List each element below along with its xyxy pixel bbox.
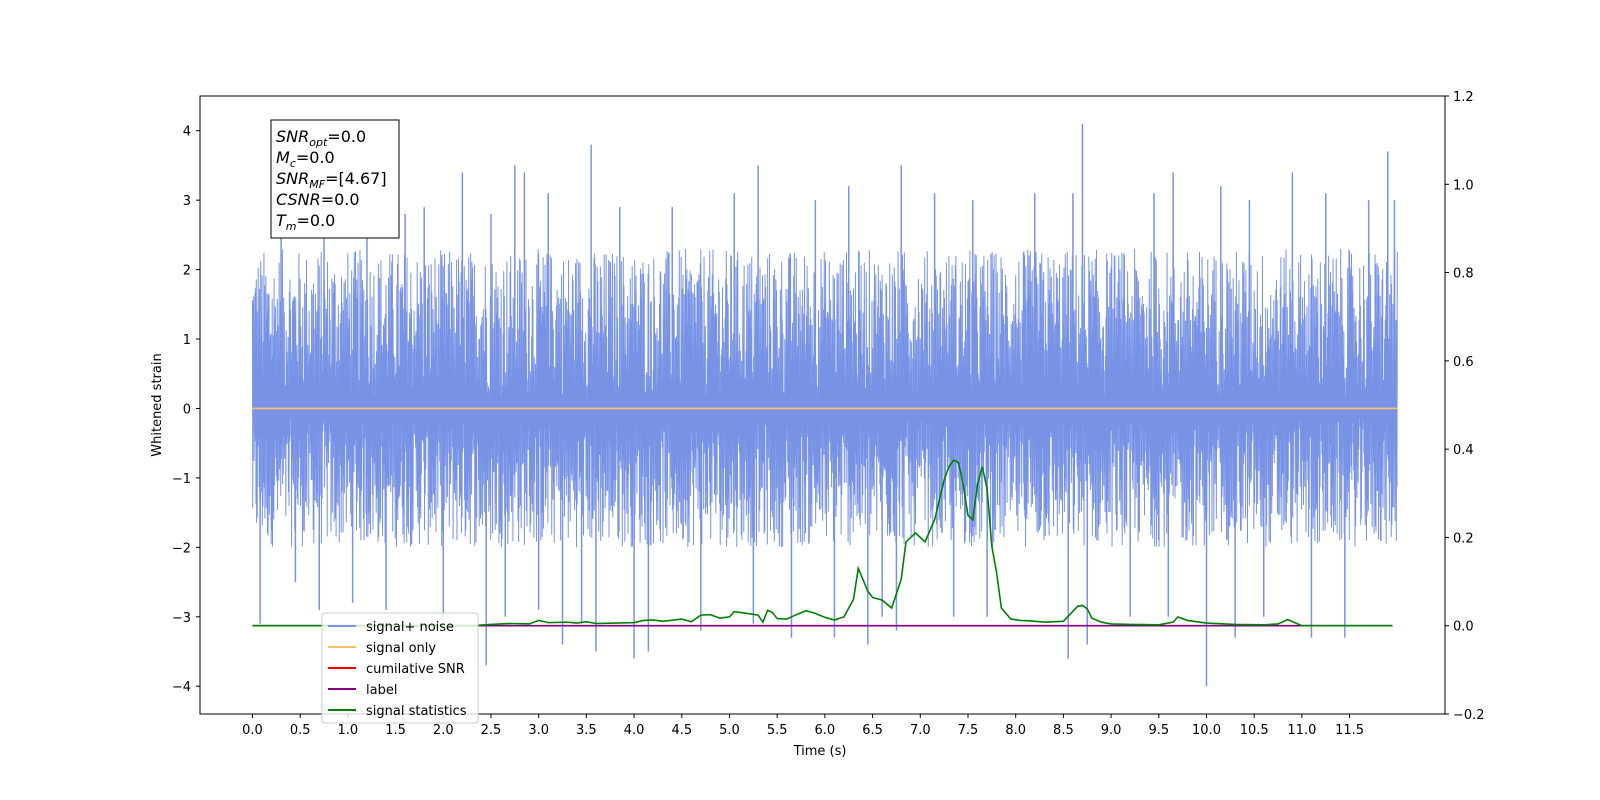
info-line: Tm=0.0 xyxy=(276,211,335,233)
series-signal-statistics xyxy=(252,459,1393,627)
info-line: SNRopt=0.0 xyxy=(276,127,366,149)
y-tick-label: 1 xyxy=(183,333,191,348)
x-tick-label: 1.5 xyxy=(385,723,406,738)
x-tick-label: 8.5 xyxy=(1053,723,1074,738)
y2-tick-label: 0.2 xyxy=(1453,531,1474,546)
legend-label: signal statistics xyxy=(366,704,467,719)
x-tick-label: 3.0 xyxy=(528,723,549,738)
y-tick-label: 2 xyxy=(183,264,191,279)
x-tick-label: 11.5 xyxy=(1335,723,1364,738)
legend-label: cumilative SNR xyxy=(366,662,465,677)
x-tick-label: 2.5 xyxy=(481,723,502,738)
legend-label: signal only xyxy=(366,641,436,656)
y2-tick-label: 1.0 xyxy=(1453,178,1474,193)
y-tick-label: 3 xyxy=(183,194,191,209)
y2-tick-label: −0.2 xyxy=(1453,708,1485,723)
info-line: SNRMF=[4.67] xyxy=(276,169,387,191)
y-tick-label: −4 xyxy=(172,680,191,695)
y2-tick-label: 0.4 xyxy=(1453,443,1474,458)
x-tick-label: 7.0 xyxy=(910,723,931,738)
y2-tick-label: 0.6 xyxy=(1453,355,1474,370)
x-axis: 0.0 0.5 1.0 1.5 2.0 2.5 3.0 3.5 4.0 4.5 5.0 5.5 6.0 6… xyxy=(242,714,1364,738)
x-tick-label: 0.0 xyxy=(242,723,263,738)
y2-tick-label: 1.2 xyxy=(1453,90,1474,105)
legend-label: signal+ noise xyxy=(366,620,454,635)
x-tick-label: 2.0 xyxy=(433,723,454,738)
x-tick-label: 0.5 xyxy=(290,723,311,738)
y-tick-label: 0 xyxy=(183,402,191,417)
info-line: CSNR=0.0 xyxy=(276,190,360,209)
series-signal-noise xyxy=(251,123,1398,687)
x-tick-label: 10.5 xyxy=(1240,723,1269,738)
x-tick-label: 1.0 xyxy=(338,723,359,738)
x-tick-label: 7.5 xyxy=(958,723,979,738)
x-tick-label: 8.0 xyxy=(1005,723,1026,738)
axes-frame xyxy=(199,95,1446,715)
y-axis-label: Whitened strain xyxy=(150,353,165,456)
legend-label: label xyxy=(366,683,397,698)
x-tick-label: 9.0 xyxy=(1101,723,1122,738)
legend: signal+ noise signal only cumilative SNR la… xyxy=(321,612,479,724)
x-tick-label: 10.0 xyxy=(1192,723,1221,738)
plot-area xyxy=(251,123,1398,687)
x-tick-label: 11.0 xyxy=(1287,723,1316,738)
y-axis-right: −0.2 0.0 0.2 0.4 0.6 0.8 1.0 1.2 xyxy=(1445,90,1485,723)
x-tick-label: 6.0 xyxy=(815,723,836,738)
legend-items: signal+ noise signal only cumilative SNR la… xyxy=(328,620,467,719)
y-tick-label: 4 xyxy=(183,125,191,140)
y2-tick-label: 0.0 xyxy=(1453,620,1474,635)
x-tick-label: 5.0 xyxy=(719,723,740,738)
x-tick-label: 9.5 xyxy=(1148,723,1169,738)
x-tick-label: 6.5 xyxy=(862,723,883,738)
y-tick-label: −1 xyxy=(172,472,191,487)
x-tick-label: 3.5 xyxy=(576,723,597,738)
signal-noise-trace xyxy=(251,248,1398,548)
y2-tick-label: 0.8 xyxy=(1453,267,1474,282)
x-tick-label: 4.0 xyxy=(624,723,645,738)
info-box-frame xyxy=(270,119,400,239)
y-axis-left: −4 −3 −2 −1 0 1 2 3 4 xyxy=(172,125,200,695)
legend-frame xyxy=(321,612,479,724)
y-tick-label: −3 xyxy=(172,611,191,626)
info-line: Mc=0.0 xyxy=(276,148,335,170)
y-tick-label: −2 xyxy=(172,541,191,556)
x-tick-label: 5.5 xyxy=(767,723,788,738)
x-axis-label: Time (s) xyxy=(793,744,847,759)
x-tick-label: 4.5 xyxy=(671,723,692,738)
